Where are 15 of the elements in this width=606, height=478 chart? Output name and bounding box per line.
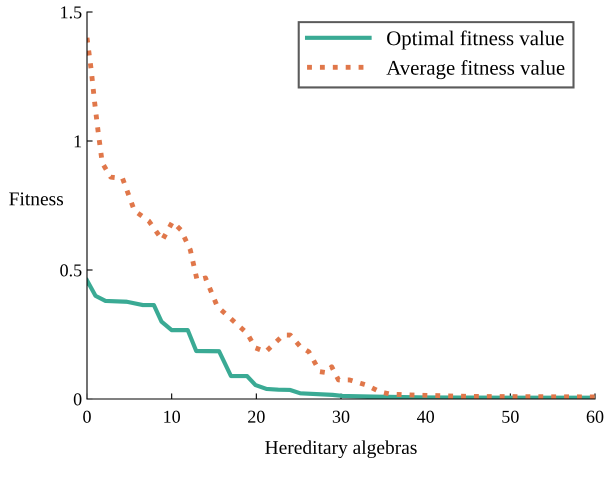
x-axis-title: Hereditary algebras — [265, 440, 417, 458]
x-tick-label: 30 — [332, 410, 350, 423]
y-tick-label: 1.5 — [61, 6, 82, 19]
y-axis-title: Fitness — [9, 192, 64, 206]
legend-label: Optimal fitness value — [387, 30, 564, 50]
y-tick-label: 0 — [74, 393, 82, 406]
x-tick-label: 40 — [416, 410, 434, 423]
y-tick-label: 0.5 — [60, 264, 82, 277]
x-tick-label: 20 — [248, 410, 265, 423]
x-tick-label: 50 — [502, 410, 519, 423]
x-tick-label: 60 — [586, 410, 604, 423]
y-tick-label: 1 — [74, 135, 82, 148]
x-tick-label: 0 — [83, 410, 91, 423]
x-tick-label: 10 — [164, 410, 180, 423]
legend-label: Average fitness value — [386, 60, 564, 80]
